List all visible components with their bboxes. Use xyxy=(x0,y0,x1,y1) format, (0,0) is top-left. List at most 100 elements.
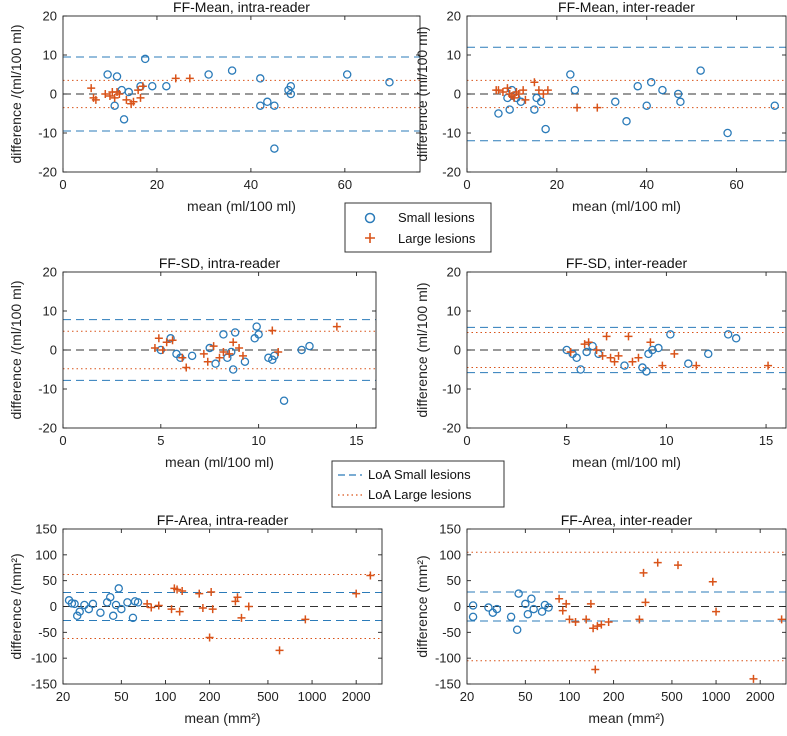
point-small-lesion xyxy=(84,604,94,614)
point-small-lesion xyxy=(88,599,98,609)
y-axis-label: difference /(ml/100 ml) xyxy=(8,24,24,163)
point-large-lesion xyxy=(167,605,176,614)
point-large-lesion xyxy=(521,95,530,104)
chart-ff-sd-intra: FF-SD, intra-reader 0 5 10 15 -20 -10 0 10 20 mean… xyxy=(8,255,377,470)
point-large-lesion xyxy=(582,615,591,624)
x-tick-label: 20 xyxy=(150,177,164,192)
x-tick-label: 40 xyxy=(639,177,653,192)
y-tick-label: 10 xyxy=(43,304,57,319)
point-large-lesion xyxy=(593,103,602,112)
x-tick-label: 200 xyxy=(199,689,221,704)
legend-label-large: Large lesions xyxy=(398,231,476,246)
point-large-lesion xyxy=(566,347,575,356)
x-axis-label: mean (ml/100 ml) xyxy=(572,454,681,470)
x-tick-label: 60 xyxy=(729,177,743,192)
point-small-lesion xyxy=(536,97,546,107)
point-large-lesion xyxy=(366,571,375,580)
y-axis-label: difference (mm²) xyxy=(414,555,430,657)
point-small-lesion xyxy=(297,345,306,355)
point-large-lesion xyxy=(635,615,644,624)
point-large-lesion xyxy=(91,95,100,104)
point-small-lesion xyxy=(492,604,502,614)
y-tick-label: 10 xyxy=(447,304,461,319)
legend-plus-marker xyxy=(365,233,375,243)
point-small-lesion xyxy=(658,85,667,95)
point-small-lesion xyxy=(703,349,713,359)
point-small-lesion xyxy=(620,361,629,370)
point-large-lesion xyxy=(207,588,216,597)
point-large-lesion xyxy=(539,90,548,98)
y-tick-label: 20 xyxy=(43,265,57,280)
point-small-lesion xyxy=(140,54,150,64)
y-tick-label: 100 xyxy=(439,547,461,562)
point-small-lesion xyxy=(112,72,122,81)
y-tick-label: 10 xyxy=(447,48,461,63)
point-small-lesion xyxy=(70,599,79,609)
y-tick-label: -100 xyxy=(435,651,461,666)
point-large-lesion xyxy=(573,103,582,112)
point-small-lesion xyxy=(114,584,123,593)
y-axis-label: difference /(mm²) xyxy=(8,553,24,659)
point-small-lesion xyxy=(385,78,394,87)
point-large-lesion xyxy=(129,97,138,106)
point-large-lesion xyxy=(268,326,277,335)
point-large-lesion xyxy=(602,332,611,341)
point-small-lesion xyxy=(263,97,272,107)
x-tick-label: 200 xyxy=(603,689,625,704)
point-large-lesion xyxy=(154,334,163,343)
point-large-lesion xyxy=(352,589,361,598)
point-large-lesion xyxy=(584,338,593,347)
point-small-lesion xyxy=(96,608,105,617)
point-large-lesion xyxy=(275,646,284,655)
point-small-lesion xyxy=(103,70,112,79)
point-small-lesion xyxy=(521,599,530,609)
y-tick-label: -10 xyxy=(442,126,461,141)
x-tick-label: 0 xyxy=(463,177,470,192)
point-large-lesion xyxy=(301,615,310,624)
x-tick-label: 5 xyxy=(563,433,570,448)
point-small-lesion xyxy=(622,117,631,126)
point-large-lesion xyxy=(209,342,218,351)
point-large-lesion xyxy=(138,82,147,91)
point-small-lesion xyxy=(468,612,478,622)
chart-title: FF-SD, intra-reader xyxy=(159,255,281,271)
y-tick-label: 50 xyxy=(43,573,57,588)
point-large-lesion xyxy=(274,347,283,356)
point-small-lesion xyxy=(124,87,134,97)
x-tick-label: 100 xyxy=(155,689,177,704)
point-large-lesion xyxy=(195,589,204,598)
x-tick-label: 500 xyxy=(661,689,683,704)
y-tick-label: -10 xyxy=(38,126,57,141)
point-large-lesion xyxy=(178,587,187,595)
point-small-lesion xyxy=(673,89,683,99)
point-small-lesion xyxy=(514,589,523,598)
point-large-lesion xyxy=(604,618,613,626)
point-large-lesion xyxy=(235,344,244,353)
point-large-lesion xyxy=(597,620,606,629)
point-large-lesion xyxy=(558,606,567,615)
x-tick-label: 20 xyxy=(56,689,70,704)
point-large-lesion xyxy=(158,346,167,354)
point-small-lesion xyxy=(75,607,84,616)
point-large-lesion xyxy=(634,353,643,362)
point-large-lesion xyxy=(519,86,528,95)
point-large-lesion xyxy=(215,353,224,362)
y-tick-label: 0 xyxy=(50,87,57,102)
point-small-lesion xyxy=(468,601,478,610)
point-large-lesion xyxy=(591,665,600,674)
y-axis-label: difference /(ml/100 ml) xyxy=(8,280,24,419)
point-small-lesion xyxy=(516,97,526,107)
point-large-lesion xyxy=(708,577,717,586)
chart-title: FF-Mean, intra-reader xyxy=(173,0,310,15)
point-large-lesion xyxy=(147,603,156,612)
point-small-lesion xyxy=(72,611,82,621)
point-small-lesion xyxy=(731,334,741,343)
x-tick-label: 0 xyxy=(463,433,470,448)
point-small-lesion xyxy=(505,105,514,114)
point-large-lesion xyxy=(87,84,96,93)
point-large-lesion xyxy=(178,353,187,362)
x-axis-label: mean (ml/100 ml) xyxy=(187,198,296,214)
point-large-lesion xyxy=(555,594,564,603)
point-small-lesion xyxy=(147,81,157,91)
point-large-lesion xyxy=(543,86,552,95)
